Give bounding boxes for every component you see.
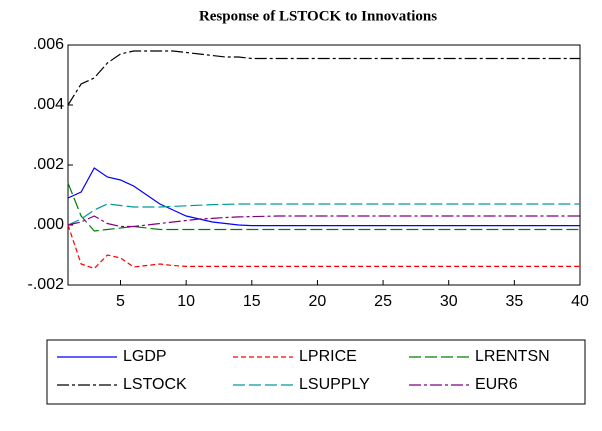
series-line — [67, 50, 580, 106]
plot-frame — [67, 44, 581, 286]
x-tick-label: 15 — [243, 293, 261, 310]
series-line — [67, 203, 580, 226]
legend-label: LSUPPLY — [299, 376, 370, 393]
series-line — [67, 224, 580, 270]
x-tick-label: 30 — [440, 293, 458, 310]
x-tick-label: 10 — [177, 293, 195, 310]
y-tick-label: .000 — [33, 216, 64, 233]
legend-label: LGDP — [123, 348, 167, 365]
y-tick-label: .004 — [33, 96, 64, 113]
legend-label: LSTOCK — [123, 376, 187, 393]
x-tick-label: 25 — [374, 293, 392, 310]
x-tick-label: 20 — [309, 293, 327, 310]
legend-label: EUR6 — [475, 376, 518, 393]
y-tick-label: .006 — [33, 36, 64, 53]
x-tick-label: 35 — [505, 293, 523, 310]
legend-label: LPRICE — [299, 348, 357, 365]
series-line — [67, 167, 580, 227]
chart-title: Response of LSTOCK to Innovations — [199, 8, 437, 24]
y-tick-label: -.002 — [28, 276, 65, 293]
y-tick-label: .002 — [33, 156, 64, 173]
legend-label: LRENTSN — [475, 348, 550, 365]
legend-frame — [46, 339, 586, 405]
x-tick-label: 40 — [571, 293, 589, 310]
series-line — [67, 182, 580, 232]
x-tick-label: 5 — [116, 293, 125, 310]
series-line — [67, 215, 580, 228]
